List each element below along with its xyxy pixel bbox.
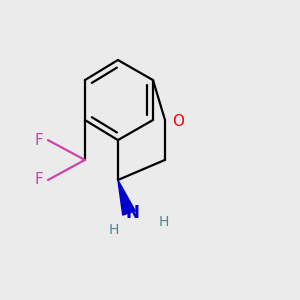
Text: N: N (125, 204, 139, 222)
Text: O: O (172, 114, 184, 129)
Text: F: F (35, 133, 44, 148)
Text: H: H (108, 223, 118, 237)
Text: F: F (35, 172, 44, 188)
Text: H: H (158, 215, 169, 229)
Polygon shape (118, 180, 135, 215)
